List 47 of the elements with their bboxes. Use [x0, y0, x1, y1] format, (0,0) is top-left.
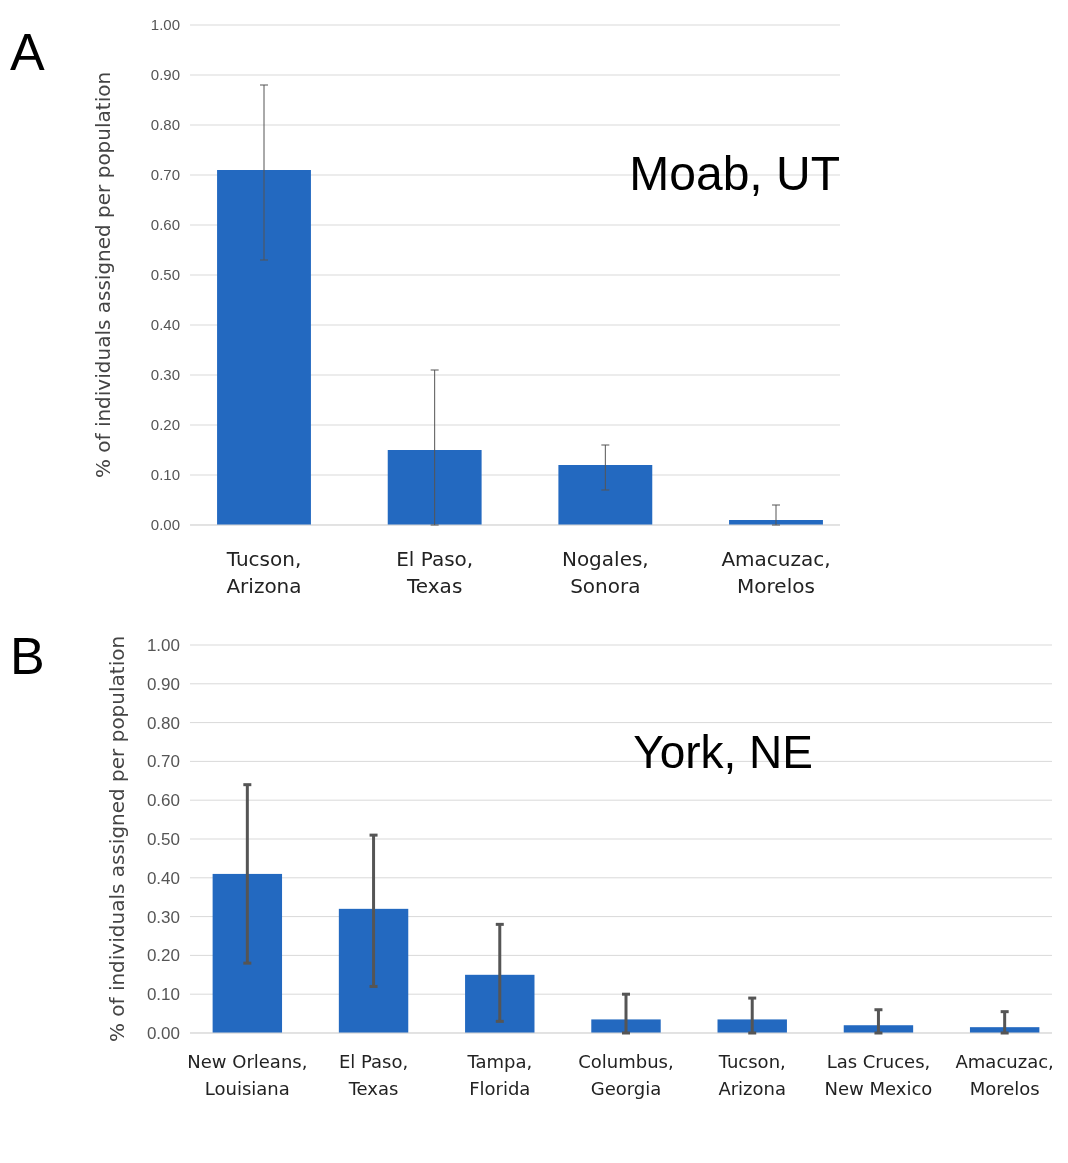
- bar: [217, 170, 311, 525]
- text: B: [10, 627, 45, 685]
- bar: [558, 465, 653, 525]
- y-tick-label: 0.90: [150, 66, 180, 84]
- x-tick-label: Las Cruces, New Mexico: [824, 1051, 933, 1099]
- x-tick-label: Tucson, Arizona: [225, 547, 302, 598]
- y-tick-label: 0.40: [146, 868, 180, 888]
- y-axis-title: % of individuals assigned per population: [91, 71, 115, 479]
- bar: [387, 450, 482, 525]
- y-tick-label: 0.20: [146, 946, 180, 966]
- y-tick-label: 1.00: [146, 635, 180, 655]
- x-tick-label: Tampa, Florida: [466, 1051, 533, 1099]
- x-tick-label: Nogales, Sonora: [561, 547, 649, 598]
- bar: [591, 1019, 661, 1033]
- y-tick-label: 0.00: [146, 1023, 180, 1043]
- y-tick-label: 0.00: [150, 516, 180, 534]
- text: A: [10, 23, 45, 81]
- y-tick-label: 0.80: [146, 713, 180, 733]
- y-tick-label: 1.00: [150, 16, 180, 34]
- x-tick-label: New Orleans, Louisiana: [187, 1051, 308, 1099]
- y-tick-label: 0.30: [150, 366, 180, 384]
- y-tick-label: 0.90: [146, 674, 180, 694]
- bar: [212, 873, 283, 1033]
- y-tick-label: 0.20: [150, 416, 180, 434]
- y-tick-label: 0.80: [150, 116, 180, 134]
- x-tick-label: Columbus, Georgia: [578, 1051, 674, 1099]
- text: York, NE: [633, 726, 813, 778]
- y-axis-title: % of individuals assigned per population: [105, 635, 129, 1043]
- y-tick-label: 0.10: [146, 985, 180, 1005]
- y-tick-label: 0.30: [146, 907, 180, 927]
- x-tick-label: Amacuzac, Morelos: [955, 1051, 1054, 1099]
- bar: [465, 974, 535, 1033]
- y-tick-label: 0.60: [146, 791, 180, 811]
- y-tick-label: 0.60: [150, 216, 180, 234]
- y-tick-label: 0.70: [150, 166, 180, 184]
- x-tick-label: El Paso, Texas: [338, 1051, 409, 1099]
- y-tick-label: 0.50: [150, 266, 180, 284]
- text: Moab, UT: [629, 147, 840, 200]
- bar: [338, 908, 409, 1033]
- x-tick-label: Tucson, Arizona: [717, 1051, 787, 1099]
- y-tick-label: 0.50: [146, 829, 180, 849]
- bar: [717, 1019, 787, 1033]
- x-tick-label: Amacuzac, Morelos: [721, 547, 831, 598]
- x-tick-label: El Paso, Texas: [396, 547, 474, 598]
- y-tick-label: 0.40: [150, 316, 180, 334]
- y-tick-label: 0.10: [150, 466, 180, 484]
- y-tick-label: 0.70: [146, 752, 180, 772]
